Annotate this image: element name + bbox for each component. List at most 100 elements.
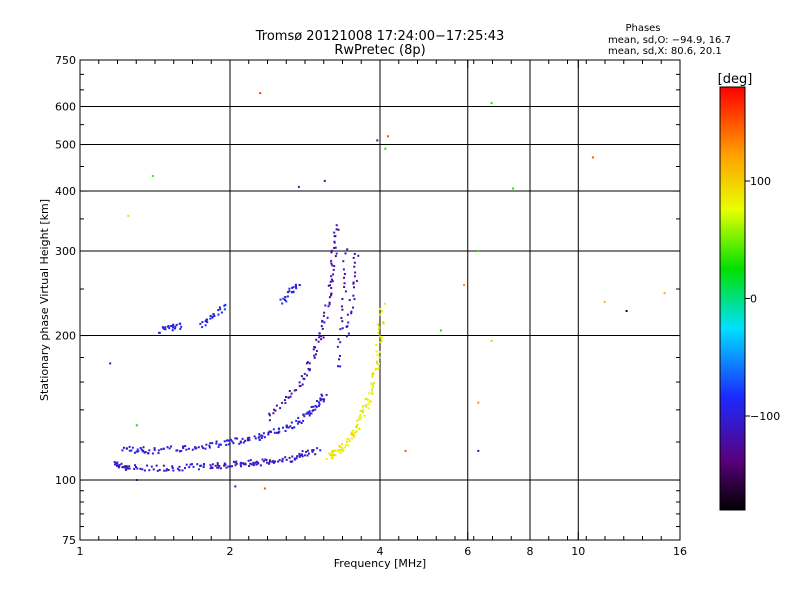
echo-point [232, 442, 235, 445]
echo-point [331, 455, 334, 457]
echo-point [262, 432, 265, 435]
echo-point [371, 392, 374, 395]
echo-point [201, 445, 204, 448]
echo-point [163, 469, 166, 472]
echo-point [329, 284, 331, 287]
echo-point [204, 320, 207, 323]
echo-point [223, 440, 226, 443]
echo-point [290, 421, 293, 424]
echo-point [339, 354, 341, 357]
echo-point [135, 479, 138, 481]
echo-point [358, 416, 361, 419]
echo-point [178, 465, 181, 468]
echo-point [375, 343, 378, 346]
echo-point [305, 450, 307, 453]
echo-point [209, 464, 212, 467]
echo-point [260, 437, 263, 439]
echo-point [185, 463, 188, 466]
x-tick-label: 10 [571, 545, 585, 558]
echo-point [352, 306, 354, 309]
echo-point [120, 462, 123, 465]
echo-point [346, 248, 349, 251]
echo-point [180, 449, 183, 452]
echo-point [268, 412, 271, 415]
echo-point [297, 416, 300, 419]
echo-point [298, 420, 301, 423]
echo-point [242, 441, 245, 444]
echo-point [225, 444, 228, 446]
echo-point [296, 455, 299, 458]
echo-point [298, 385, 301, 388]
echo-point [219, 467, 222, 470]
echo-point [285, 300, 288, 303]
echo-point [353, 265, 356, 268]
echo-point [308, 362, 311, 365]
echo-point [229, 465, 232, 468]
echo-point [261, 458, 264, 461]
echo-point [125, 465, 128, 468]
echo-point [162, 326, 165, 329]
echo-point [320, 325, 323, 328]
echo-point [378, 350, 381, 353]
echo-point [329, 452, 332, 455]
echo-point [263, 436, 266, 439]
echo-point [218, 306, 221, 309]
echo-point [291, 460, 294, 463]
echo-point [266, 461, 268, 464]
echo-point [243, 463, 246, 466]
echo-point [320, 393, 323, 396]
echo-point [171, 329, 174, 332]
echo-point [329, 280, 332, 283]
echo-point [254, 461, 257, 464]
echo-point [315, 406, 318, 408]
echo-point [226, 439, 229, 442]
y-tick-label: 750 [55, 54, 76, 67]
echo-point [318, 403, 321, 406]
echo-point [155, 464, 158, 467]
echo-point [153, 447, 156, 450]
echo-point [194, 447, 197, 450]
echo-point [302, 377, 305, 380]
echo-point [355, 279, 358, 282]
echo-point [334, 454, 337, 456]
echo-point [320, 335, 323, 338]
echo-point [163, 328, 166, 330]
echo-point [382, 321, 385, 324]
echo-point [197, 446, 200, 449]
echo-point [372, 373, 374, 376]
echo-point [294, 285, 297, 288]
echo-point [490, 339, 493, 342]
echo-point [331, 453, 334, 456]
echo-point [591, 156, 594, 159]
echo-point [227, 465, 230, 468]
echo-point [224, 303, 227, 306]
echo-point [331, 457, 334, 460]
echo-point [281, 401, 284, 404]
echo-point [312, 449, 315, 451]
echo-point [322, 314, 325, 317]
echo-point [370, 382, 373, 385]
echo-point [259, 464, 262, 467]
echo-point [300, 422, 303, 424]
echo-point [214, 464, 217, 467]
echo-point [194, 446, 197, 449]
echo-point [348, 299, 351, 302]
echo-point [215, 440, 218, 443]
echo-point [353, 261, 356, 264]
echo-point [135, 466, 137, 468]
echo-point [236, 437, 238, 440]
echo-point [275, 404, 278, 407]
echo-point [114, 463, 116, 466]
echo-point [350, 310, 353, 313]
echo-point [140, 448, 143, 451]
echo-point [290, 392, 293, 395]
echo-point [330, 294, 333, 297]
echo-point [338, 449, 341, 451]
echo-point [325, 393, 328, 396]
echo-point [378, 356, 381, 359]
echo-point [346, 444, 349, 447]
echo-point [344, 290, 347, 293]
echo-point [300, 375, 303, 378]
echo-point [284, 456, 287, 459]
